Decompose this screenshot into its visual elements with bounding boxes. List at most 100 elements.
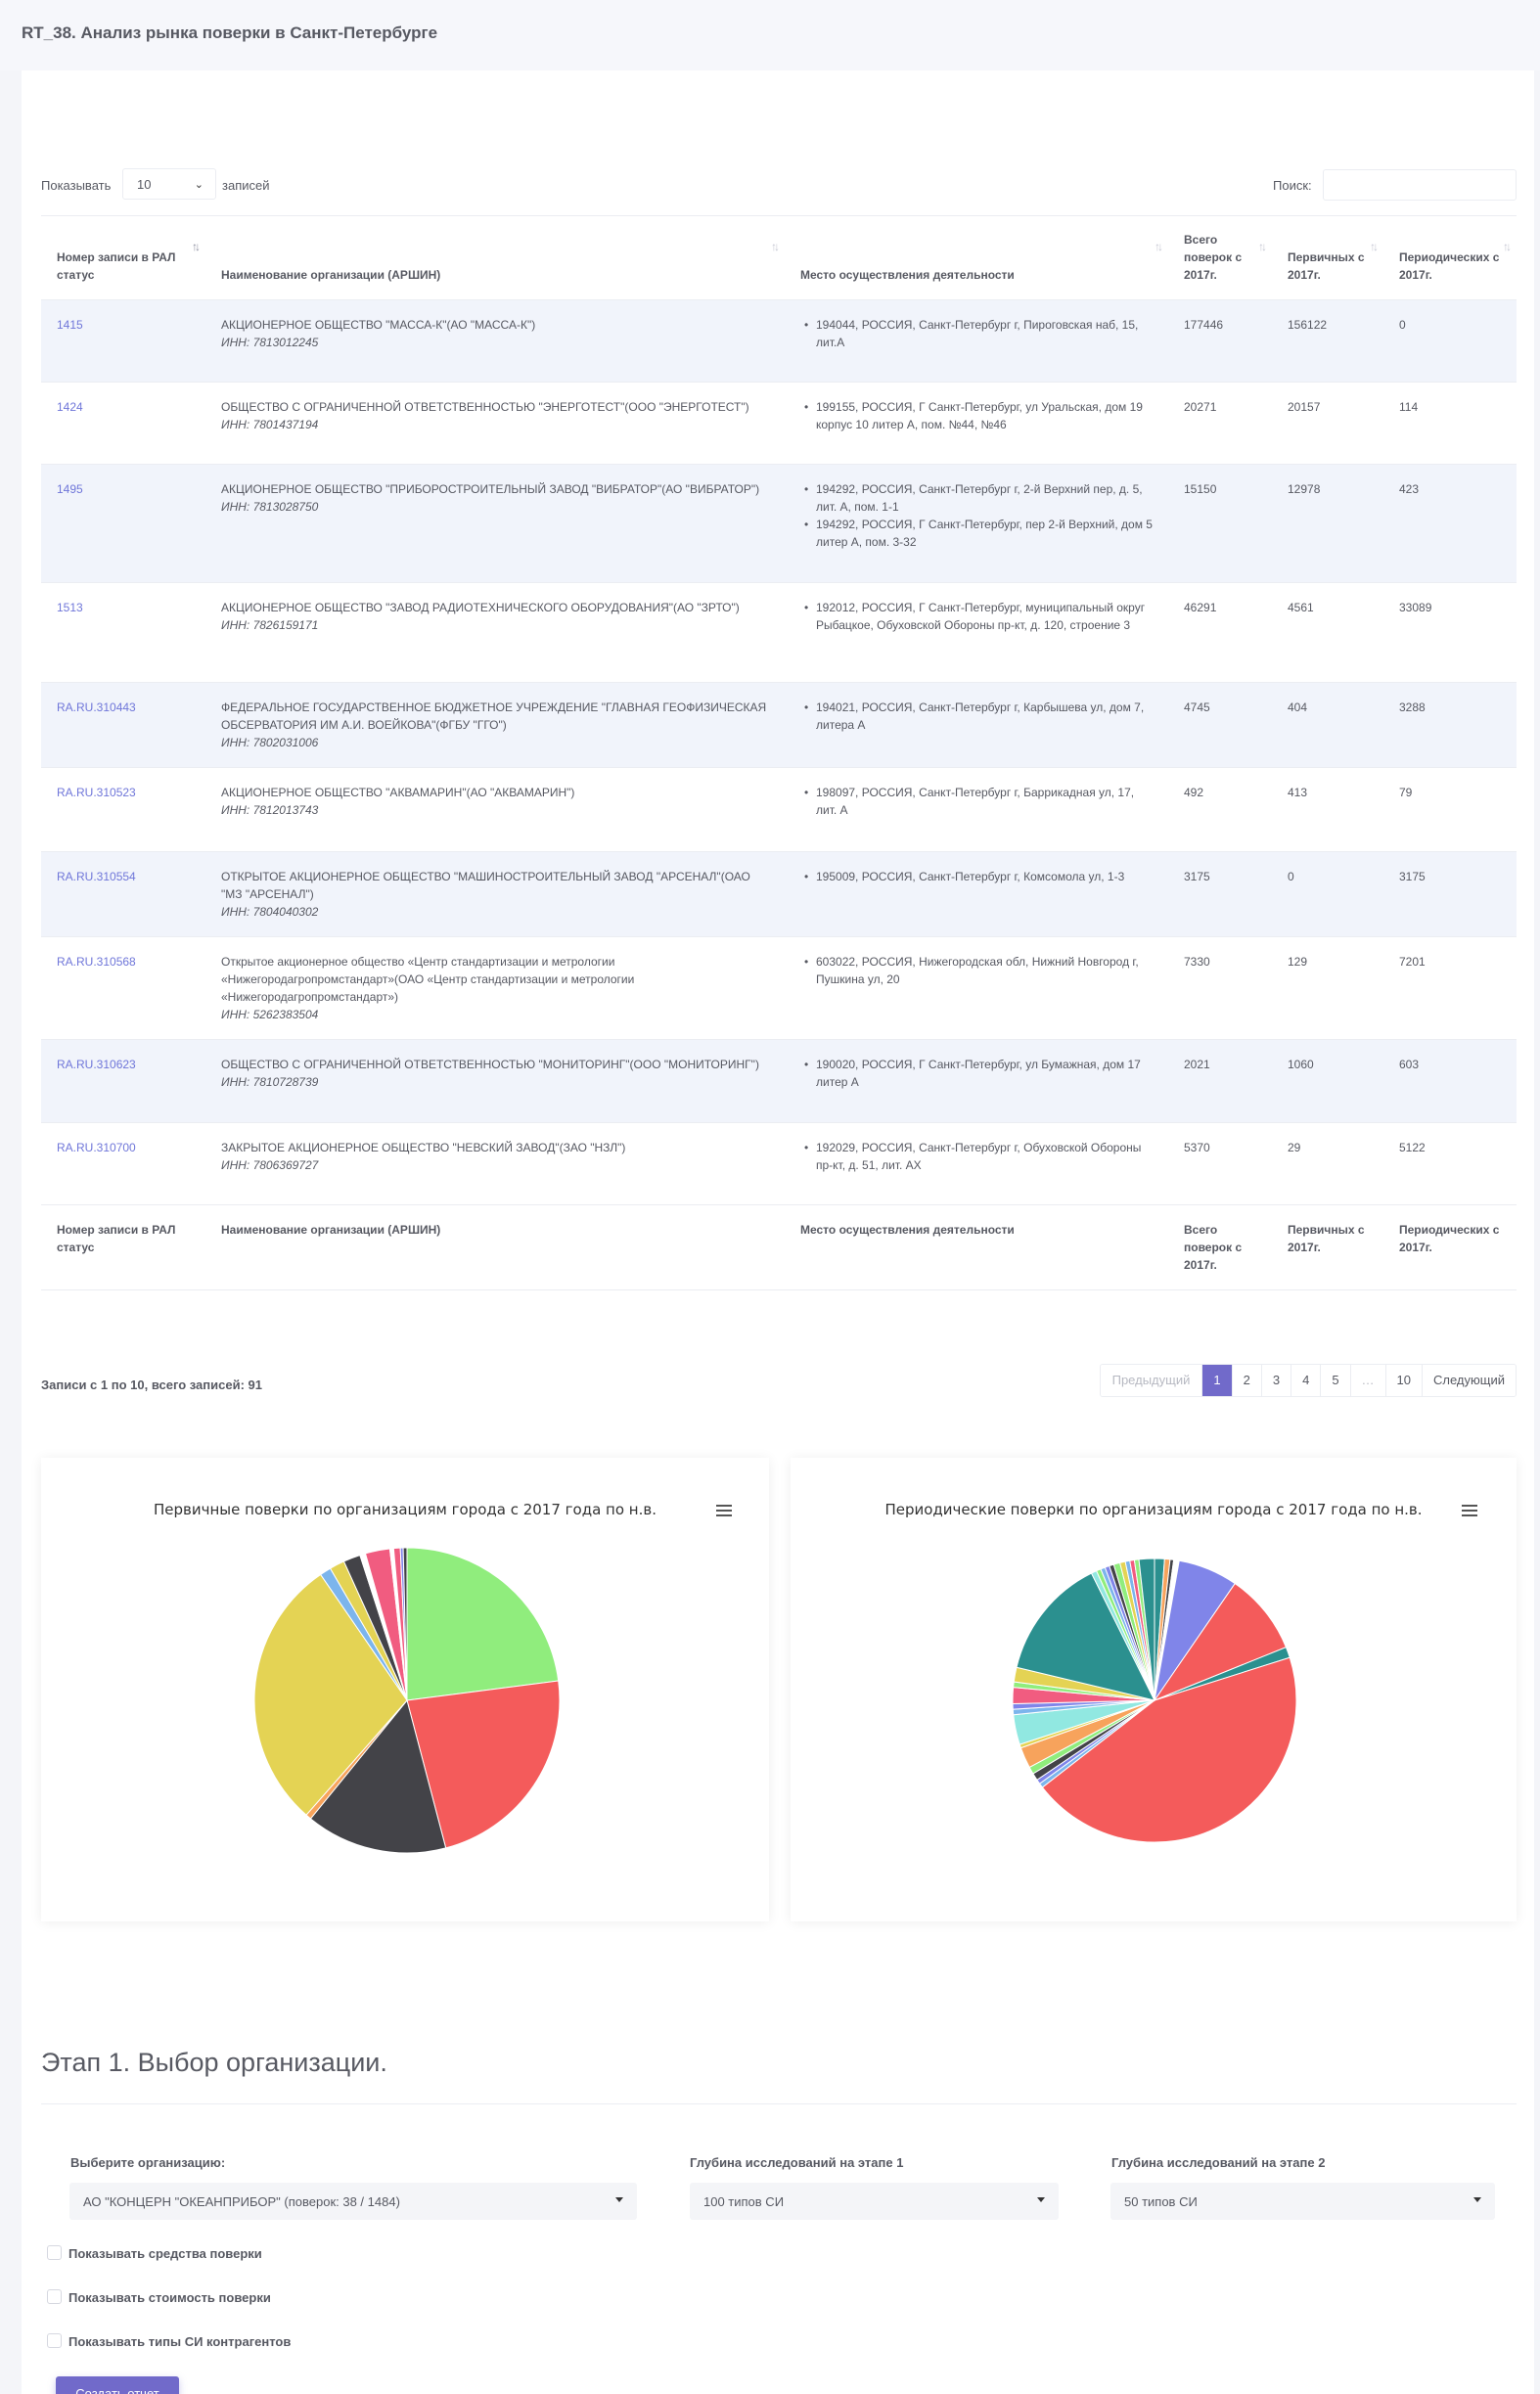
page-title: RT_38. Анализ рынка поверки в Санкт-Пете… xyxy=(22,23,438,42)
sort-icon: ↑↓ xyxy=(1370,240,1379,253)
record-link[interactable]: 1424 xyxy=(57,400,83,414)
table-header-row: Номер записи в РАЛ статус ↑↓ Наименование… xyxy=(41,215,1517,300)
address-cell: 198097, РОССИЯ, Санкт-Петербург г, Барри… xyxy=(785,767,1168,852)
chart-menu-icon[interactable] xyxy=(1462,1505,1477,1517)
page-button-10[interactable]: 10 xyxy=(1384,1365,1423,1396)
sort-icon: ↑↓ xyxy=(1258,240,1267,253)
total-cell: 20271 xyxy=(1168,382,1272,465)
page-button-4[interactable]: 4 xyxy=(1291,1365,1321,1396)
pie-slice[interactable] xyxy=(309,1698,447,1854)
periodic-cell: 79 xyxy=(1383,767,1517,852)
periodic-cell: 114 xyxy=(1383,382,1517,465)
search-input[interactable] xyxy=(1323,169,1517,201)
record-link[interactable]: 1495 xyxy=(57,482,83,496)
org-name: ЗАКРЫТОЕ АКЦИОНЕРНОЕ ОБЩЕСТВО "НЕВСКИЙ З… xyxy=(221,1141,626,1154)
record-link[interactable]: RA.RU.310700 xyxy=(57,1141,136,1154)
record-link[interactable]: RA.RU.310554 xyxy=(57,870,136,883)
record-cell: 1513 xyxy=(41,582,205,683)
footer-header-primary: Первичных с 2017г. xyxy=(1272,1204,1383,1290)
sort-icon: ↑↓ xyxy=(1155,240,1163,253)
address-item: 198097, РОССИЯ, Санкт-Петербург г, Барри… xyxy=(800,784,1153,819)
address-cell: 603022, РОССИЯ, Нижегородская обл, Нижни… xyxy=(785,936,1168,1040)
org-name: ОТКРЫТОЕ АКЦИОНЕРНОЕ ОБЩЕСТВО "МАШИНОСТР… xyxy=(221,870,750,901)
record-link[interactable]: RA.RU.310623 xyxy=(57,1058,136,1071)
pie-slice[interactable] xyxy=(1138,1558,1155,1701)
create-report-button[interactable]: Создать отчет xyxy=(56,2376,179,2394)
address-item: 199155, РОССИЯ, Г Санкт-Петербург, ул Ур… xyxy=(800,398,1153,433)
org-inn: ИНН: 7806369727 xyxy=(221,1158,319,1172)
depth1-select[interactable]: 100 типов СИ xyxy=(690,2183,1059,2220)
org-name: ОБЩЕСТВО С ОГРАНИЧЕННОЙ ОТВЕТСТВЕННОСТЬЮ… xyxy=(221,400,749,414)
address-list: 194021, РОССИЯ, Санкт-Петербург г, Карбы… xyxy=(800,699,1153,734)
address-cell: 194021, РОССИЯ, Санкт-Петербург г, Карбы… xyxy=(785,682,1168,768)
pie-slice[interactable] xyxy=(1016,1572,1155,1701)
org-inn: ИНН: 5262383504 xyxy=(221,1008,319,1021)
record-link[interactable]: RA.RU.310523 xyxy=(57,786,136,799)
search-label: Поиск: xyxy=(1273,178,1312,193)
pie-slice[interactable] xyxy=(402,1547,408,1701)
column-header-record[interactable]: Номер записи в РАЛ статус ↑↓ xyxy=(41,215,205,300)
caret-down-icon xyxy=(615,2197,623,2202)
total-cell: 5370 xyxy=(1168,1122,1272,1205)
pie-slice[interactable] xyxy=(1041,1656,1297,1843)
org-label: Выберите организацию: xyxy=(70,2155,226,2170)
org-select-value: АО "КОНЦЕРН "ОКЕАНПРИБОР" (поверок: 38 /… xyxy=(83,2194,400,2209)
address-cell: 195009, РОССИЯ, Санкт-Петербург г, Комсо… xyxy=(785,851,1168,937)
page-button-3[interactable]: 3 xyxy=(1260,1365,1291,1396)
primary-cell: 156122 xyxy=(1272,299,1383,383)
total-cell: 46291 xyxy=(1168,582,1272,683)
column-header-total[interactable]: Всего поверок с 2017г. ↑↓ xyxy=(1168,215,1272,300)
record-cell: 1495 xyxy=(41,464,205,583)
address-item: 194044, РОССИЯ, Санкт-Петербург г, Пирог… xyxy=(800,316,1153,351)
address-item: 190020, РОССИЯ, Г Санкт-Петербург, ул Бу… xyxy=(800,1056,1153,1091)
pie-slice[interactable] xyxy=(406,1547,560,1701)
next-page-button[interactable]: Следующий xyxy=(1422,1365,1516,1396)
column-header-address[interactable]: Место осуществления деятельности ↑↓ xyxy=(785,215,1168,300)
column-header-primary[interactable]: Первичных с 2017г. ↑↓ xyxy=(1272,215,1383,300)
page-button-5[interactable]: 5 xyxy=(1320,1365,1350,1396)
record-link[interactable]: 1513 xyxy=(57,601,83,614)
periodic-cell: 5122 xyxy=(1383,1122,1517,1205)
address-item: 194292, РОССИЯ, Санкт-Петербург г, 2-й В… xyxy=(800,480,1153,516)
column-header-periodic[interactable]: Периодических с 2017г. ↑↓ xyxy=(1383,215,1517,300)
org-cell: АКЦИОНЕРНОЕ ОБЩЕСТВО "ЗАВОД РАДИОТЕХНИЧЕ… xyxy=(205,582,785,683)
org-inn: ИНН: 7810728739 xyxy=(221,1075,319,1089)
org-select[interactable]: АО "КОНЦЕРН "ОКЕАНПРИБОР" (поверок: 38 /… xyxy=(69,2183,637,2220)
caret-down-icon xyxy=(1037,2197,1045,2202)
depth2-select[interactable]: 50 типов СИ xyxy=(1110,2183,1495,2220)
org-inn: ИНН: 7804040302 xyxy=(221,905,319,919)
org-inn: ИНН: 7826159171 xyxy=(221,618,319,632)
sort-icon: ↑↓ xyxy=(1503,240,1512,253)
checkbox-box[interactable] xyxy=(47,2289,62,2304)
org-cell: ЗАКРЫТОЕ АКЦИОНЕРНОЕ ОБЩЕСТВО "НЕВСКИЙ З… xyxy=(205,1122,785,1205)
caret-down-icon xyxy=(1473,2197,1481,2202)
org-name: АКЦИОНЕРНОЕ ОБЩЕСТВО "МАССА-К"(АО "МАССА… xyxy=(221,318,536,332)
table-footer-row: Номер записи в РАЛ статус Наименование о… xyxy=(41,1204,1517,1290)
address-cell: 190020, РОССИЯ, Г Санкт-Петербург, ул Бу… xyxy=(785,1039,1168,1123)
page-button-1[interactable]: 1 xyxy=(1201,1365,1232,1396)
address-cell: 194044, РОССИЯ, Санкт-Петербург г, Пирог… xyxy=(785,299,1168,383)
pie-slice[interactable] xyxy=(406,1680,561,1849)
checkbox-box[interactable] xyxy=(47,2245,62,2260)
table-row: RA.RU.310523 АКЦИОНЕРНОЕ ОБЩЕСТВО "АКВАМА… xyxy=(41,767,1517,852)
address-list: 194044, РОССИЯ, Санкт-Петербург г, Пирог… xyxy=(800,316,1153,351)
step-title: Этап 1. Выбор организации. xyxy=(41,2048,387,2077)
record-link[interactable]: RA.RU.310568 xyxy=(57,955,136,969)
pagination: Предыдущий 1 2 3 4 5… 10 Следующий xyxy=(1099,1364,1517,1397)
chart-menu-icon[interactable] xyxy=(716,1505,732,1517)
pie-slice[interactable] xyxy=(1153,1582,1288,1702)
address-list: 195009, РОССИЯ, Санкт-Петербург г, Комсо… xyxy=(800,868,1153,885)
pagination-ellipsis: … xyxy=(1349,1365,1385,1396)
record-link[interactable]: 1415 xyxy=(57,318,83,332)
record-cell: RA.RU.310623 xyxy=(41,1039,205,1123)
record-link[interactable]: RA.RU.310443 xyxy=(57,700,136,714)
column-header-name[interactable]: Наименование организации (АРШИН) ↑↓ xyxy=(205,215,785,300)
org-inn: ИНН: 7801437194 xyxy=(221,418,319,431)
org-name: ОБЩЕСТВО С ОГРАНИЧЕННОЙ ОТВЕТСТВЕННОСТЬЮ… xyxy=(221,1058,759,1071)
previous-page-button[interactable]: Предыдущий xyxy=(1100,1365,1202,1396)
pie-slice[interactable] xyxy=(253,1573,408,1816)
page-size-select[interactable]: 10 ⌄ xyxy=(122,168,216,200)
org-cell: ОБЩЕСТВО С ОГРАНИЧЕННОЙ ОТВЕТСТВЕННОСТЬЮ… xyxy=(205,1039,785,1123)
checkbox-box[interactable] xyxy=(47,2333,62,2348)
page-button-2[interactable]: 2 xyxy=(1231,1365,1261,1396)
